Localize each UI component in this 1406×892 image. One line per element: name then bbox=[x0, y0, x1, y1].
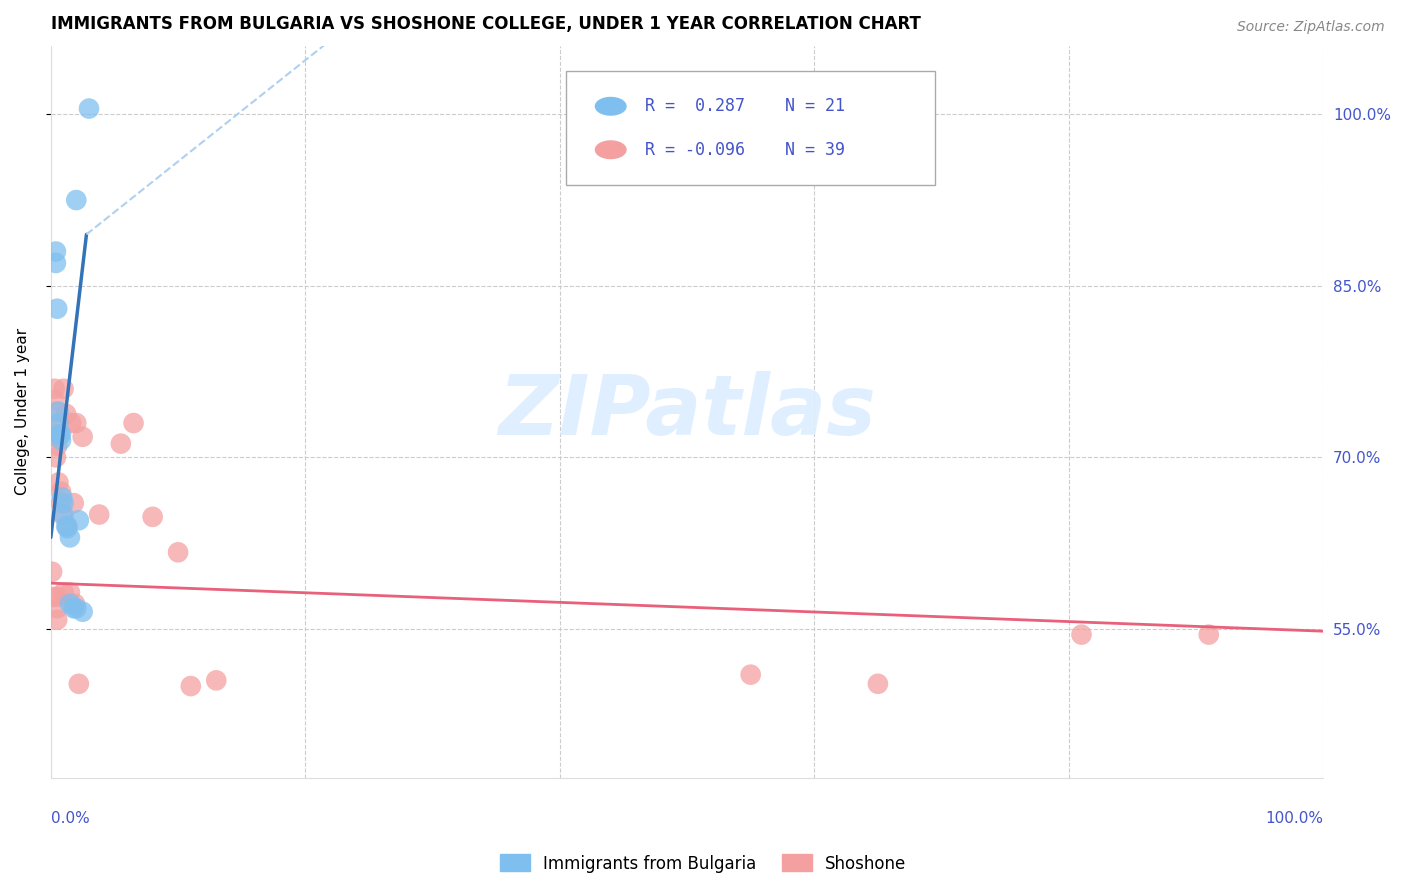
Point bbox=[180, 679, 202, 693]
Point bbox=[49, 496, 72, 510]
Point bbox=[866, 677, 889, 691]
Point bbox=[44, 382, 66, 396]
Point bbox=[46, 601, 69, 615]
Point bbox=[52, 496, 75, 510]
Point bbox=[65, 601, 87, 615]
Y-axis label: College, Under 1 year: College, Under 1 year bbox=[15, 328, 30, 495]
Point bbox=[1198, 627, 1220, 641]
Point bbox=[46, 427, 69, 442]
Point bbox=[62, 601, 84, 615]
Circle shape bbox=[595, 97, 626, 115]
Point bbox=[59, 597, 82, 611]
Point bbox=[46, 613, 69, 627]
Point bbox=[67, 677, 90, 691]
Point bbox=[65, 193, 87, 207]
Point bbox=[55, 407, 77, 421]
Point bbox=[49, 427, 72, 442]
Text: 0.0%: 0.0% bbox=[51, 811, 90, 825]
Point bbox=[72, 430, 94, 444]
Text: R =  0.287    N = 21: R = 0.287 N = 21 bbox=[645, 97, 845, 115]
Point bbox=[740, 667, 762, 681]
Point bbox=[55, 519, 77, 533]
Text: ZIPatlas: ZIPatlas bbox=[498, 371, 876, 452]
FancyBboxPatch shape bbox=[567, 71, 935, 185]
Point bbox=[45, 430, 67, 444]
Point bbox=[1070, 627, 1092, 641]
Point bbox=[51, 508, 73, 522]
Point bbox=[205, 673, 228, 688]
Point bbox=[67, 513, 90, 527]
Point bbox=[46, 439, 69, 453]
Point bbox=[45, 404, 67, 418]
Point bbox=[48, 427, 70, 442]
Point bbox=[56, 519, 79, 533]
Point bbox=[45, 418, 67, 433]
Text: R = -0.096    N = 39: R = -0.096 N = 39 bbox=[645, 141, 845, 159]
Text: IMMIGRANTS FROM BULGARIA VS SHOSHONE COLLEGE, UNDER 1 YEAR CORRELATION CHART: IMMIGRANTS FROM BULGARIA VS SHOSHONE COL… bbox=[51, 15, 921, 33]
Point bbox=[62, 496, 84, 510]
Point bbox=[63, 597, 86, 611]
Text: Source: ZipAtlas.com: Source: ZipAtlas.com bbox=[1237, 20, 1385, 34]
Point bbox=[122, 416, 145, 430]
Point bbox=[52, 585, 75, 599]
Point bbox=[59, 530, 82, 544]
Point bbox=[167, 545, 190, 559]
Legend: Immigrants from Bulgaria, Shoshone: Immigrants from Bulgaria, Shoshone bbox=[494, 847, 912, 880]
Point bbox=[46, 301, 69, 316]
Point bbox=[60, 416, 83, 430]
Point bbox=[49, 434, 72, 448]
Point bbox=[65, 416, 87, 430]
Point bbox=[48, 416, 70, 430]
Point bbox=[46, 590, 69, 604]
Point bbox=[48, 475, 70, 490]
Point bbox=[56, 521, 79, 535]
Point bbox=[52, 382, 75, 396]
Point bbox=[52, 508, 75, 522]
Point bbox=[110, 436, 132, 450]
Text: 100.0%: 100.0% bbox=[1265, 811, 1323, 825]
Point bbox=[42, 590, 65, 604]
Point bbox=[49, 484, 72, 499]
Point bbox=[45, 244, 67, 259]
Point bbox=[142, 509, 165, 524]
Point bbox=[48, 404, 70, 418]
Point bbox=[51, 491, 73, 505]
Point bbox=[41, 565, 63, 579]
Point bbox=[72, 605, 94, 619]
Point bbox=[44, 393, 66, 408]
Point bbox=[77, 102, 100, 116]
Point bbox=[45, 450, 67, 465]
Circle shape bbox=[595, 141, 626, 159]
Point bbox=[59, 585, 82, 599]
Point bbox=[45, 256, 67, 270]
Point bbox=[89, 508, 111, 522]
